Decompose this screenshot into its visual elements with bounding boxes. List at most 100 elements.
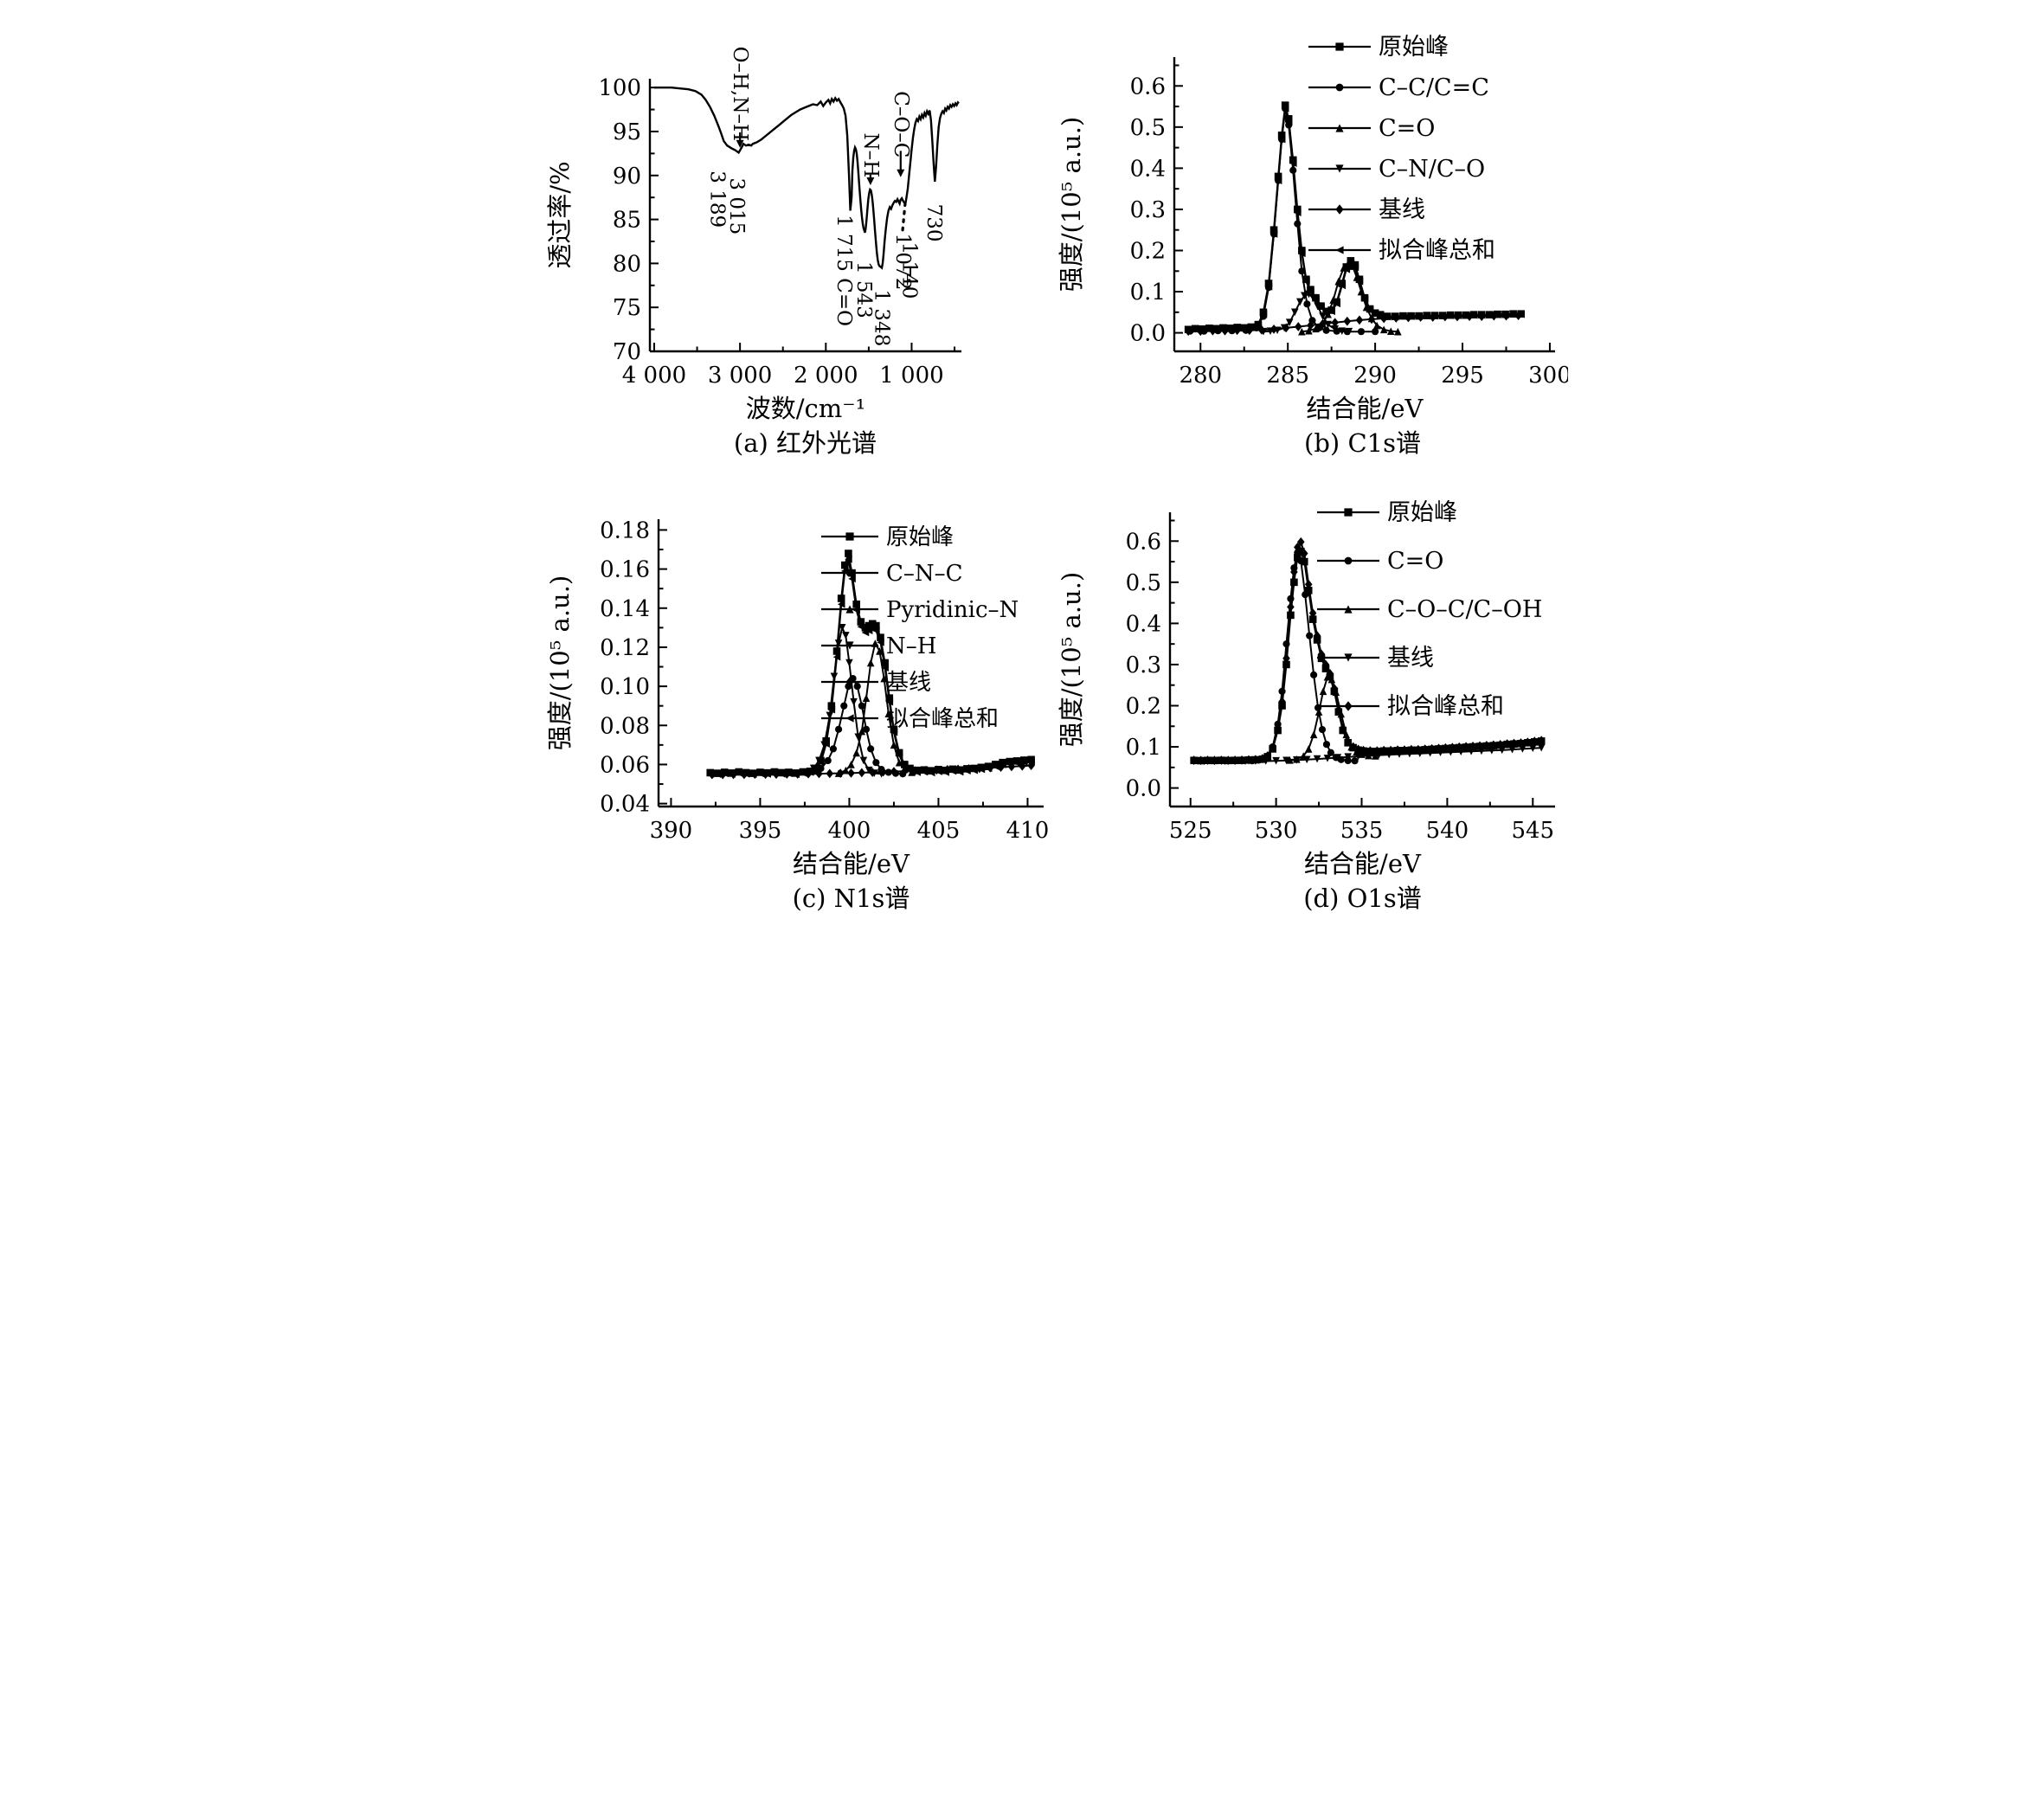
- y-axis-label: 强度/(10⁵ a.u.): [1057, 117, 1086, 292]
- y-axis-label: 透过率/%: [546, 161, 575, 268]
- legend-label: 基线: [886, 670, 931, 696]
- svg-text:290: 290: [1353, 363, 1397, 389]
- series-original-peak: [1184, 101, 1525, 334]
- svg-text:0.16: 0.16: [600, 557, 650, 583]
- tick-labels: 280 285 290 295 300 0.0 0.1 0.2 0.3 0.4 0.5 0.6: [1129, 74, 1567, 389]
- annotation-label: 1 543: [852, 261, 874, 318]
- x-axis-label: 结合能/eV: [1304, 849, 1422, 878]
- legend-item-c-o-c-c-oh: C–O–C/C–OH: [1316, 596, 1542, 623]
- annotation-label: 3 189: [705, 170, 728, 228]
- series-original-peak: [1189, 547, 1545, 765]
- legend-item-baseline: 基线: [1316, 645, 1434, 672]
- svg-text:0.2: 0.2: [1129, 238, 1165, 264]
- svg-text:535: 535: [1340, 818, 1383, 844]
- ticks: [649, 87, 955, 352]
- svg-text:0.12: 0.12: [600, 635, 650, 661]
- legend-label: C–C/C=C: [1379, 74, 1489, 101]
- legend-item-baseline: 基线: [820, 670, 931, 696]
- svg-text:280: 280: [1179, 363, 1222, 389]
- svg-text:85: 85: [612, 208, 640, 234]
- svg-text:0.1: 0.1: [1129, 280, 1165, 305]
- annotation-arrow: [865, 174, 874, 185]
- annotation-label: C–O–C: [889, 91, 911, 157]
- legend-label: Pyridinic–N: [886, 597, 1019, 623]
- ticks: [1169, 519, 1533, 807]
- legend-item-fit-sum: 拟合峰总和: [820, 706, 999, 732]
- annotation-label: O–H,N–H: [729, 47, 751, 141]
- svg-text:285: 285: [1266, 363, 1309, 389]
- x-axis-label: 波数/cm⁻¹: [745, 394, 865, 423]
- svg-text:100: 100: [598, 75, 641, 101]
- ticks: [658, 529, 1028, 807]
- svg-text:0.2: 0.2: [1125, 693, 1160, 719]
- chart-b-c1s-svg: 280 285 290 295 300 0.0 0.1 0.2 0.3 0.4 0.5 0.6 结合能/…: [1057, 34, 1568, 423]
- svg-text:0.3: 0.3: [1129, 197, 1165, 223]
- panel-c-n1s-spectrum: 390 395 400 405 410 0.04 0.06 0.08 0.10 0.12 0.14 0…: [546, 469, 1057, 923]
- annotation-label: 1 072: [890, 233, 913, 290]
- legend-item-n-h: N–H: [820, 633, 936, 659]
- svg-text:0.06: 0.06: [600, 752, 650, 778]
- legend-item-c-eq-o: C=O: [1308, 115, 1435, 142]
- tick-labels: 390 395 400 405 410 0.04 0.06 0.08 0.10 0.12 0.14 0…: [600, 517, 1049, 844]
- y-axis-label: 强度/(10⁵ a.u.): [546, 575, 575, 751]
- legend-item-c-eq-o: C=O: [1316, 548, 1443, 575]
- svg-text:390: 390: [649, 818, 692, 844]
- annotation-arrow: [736, 132, 744, 148]
- svg-text:1 000: 1 000: [879, 363, 943, 389]
- legend-label: 拟合峰总和: [1379, 237, 1495, 264]
- svg-text:545: 545: [1511, 818, 1554, 844]
- svg-text:0.0: 0.0: [1125, 776, 1160, 802]
- series-transmittance: [653, 87, 960, 270]
- panel-a-ir-spectrum: 4 000 3 000 2 000 1 000 100 95 90 85 80 75 70 波数/cm…: [546, 14, 1057, 468]
- chart-a-ir-svg: 4 000 3 000 2 000 1 000 100 95 90 85 80 75 70 波数/cm…: [546, 47, 961, 423]
- legend-item-fit-sum: 拟合峰总和: [1308, 237, 1495, 264]
- panel-b-c1s-spectrum: 280 285 290 295 300 0.0 0.1 0.2 0.3 0.4 0.5 0.6 结合能/…: [1057, 14, 1568, 468]
- legend-label: 基线: [1379, 196, 1425, 223]
- axes: [648, 79, 961, 353]
- legend-label: 原始峰: [886, 524, 954, 550]
- x-axis-label: 结合能/eV: [793, 849, 910, 878]
- legend-item-c-c-c-eq-c: C–C/C=C: [1308, 74, 1489, 101]
- legend-label: 基线: [1387, 645, 1434, 672]
- legend-label: C–N/C–O: [1379, 156, 1485, 183]
- series-fit-sum: [1189, 537, 1545, 766]
- svg-text:410: 410: [1006, 818, 1049, 844]
- tick-labels: 525 530 535 540 545 0.0 0.1 0.2 0.3 0.4 0.5 0.6: [1125, 529, 1553, 844]
- annotation-label: 730: [922, 204, 945, 242]
- annotation-dotted-leader: [900, 198, 907, 232]
- svg-text:0.18: 0.18: [600, 517, 650, 543]
- chart-c-n1s-svg: 390 395 400 405 410 0.04 0.06 0.08 0.10 0.12 0.14 0…: [546, 517, 1049, 878]
- svg-text:95: 95: [612, 119, 640, 145]
- svg-text:300: 300: [1528, 363, 1568, 389]
- annotation-label: 1 348: [870, 289, 892, 346]
- svg-text:80: 80: [612, 251, 640, 277]
- annotation-label: 3 015: [725, 177, 748, 235]
- annotation-label: 1 140: [897, 242, 920, 299]
- svg-text:70: 70: [612, 339, 640, 365]
- svg-text:0.0: 0.0: [1129, 321, 1165, 347]
- svg-text:0.5: 0.5: [1129, 115, 1165, 141]
- svg-text:90: 90: [612, 164, 640, 190]
- svg-text:0.5: 0.5: [1125, 570, 1160, 596]
- caption-c: (c) N1s谱: [792, 884, 910, 913]
- svg-text:0.04: 0.04: [600, 792, 650, 818]
- svg-text:3 000: 3 000: [707, 363, 771, 389]
- svg-text:0.4: 0.4: [1129, 156, 1165, 182]
- svg-text:0.14: 0.14: [600, 596, 650, 622]
- svg-text:0.10: 0.10: [600, 674, 650, 700]
- svg-text:525: 525: [1168, 818, 1212, 844]
- svg-text:2 000: 2 000: [794, 363, 858, 389]
- annotation-label: 1 715 C=O: [832, 215, 855, 326]
- svg-text:540: 540: [1425, 818, 1469, 844]
- svg-text:530: 530: [1254, 818, 1297, 844]
- series-fit-sum: [1184, 105, 1525, 334]
- caption-d: (d) O1s谱: [1303, 884, 1422, 913]
- legend-item-pyridinic-n: Pyridinic–N: [820, 597, 1019, 623]
- svg-text:400: 400: [827, 818, 871, 844]
- tick-labels: 4 000 3 000 2 000 1 000 100 95 90 85 80 75 70: [598, 75, 943, 389]
- caption-a: (a) 红外光谱: [733, 428, 877, 458]
- svg-text:395: 395: [738, 818, 781, 844]
- y-axis-label: 强度/(10⁵ a.u.): [1057, 572, 1086, 748]
- legend-label: N–H: [886, 633, 936, 659]
- legend-label: C–N–C: [886, 561, 963, 587]
